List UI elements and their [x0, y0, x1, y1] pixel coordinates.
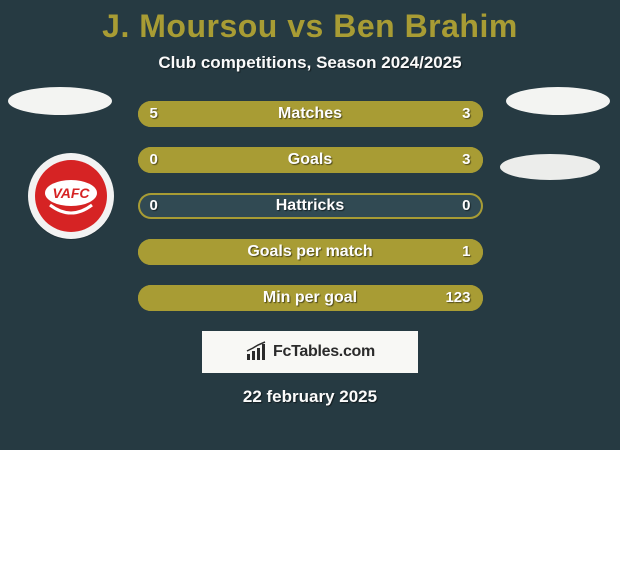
stat-row: Goals03 — [138, 147, 483, 173]
club-right-placeholder — [500, 154, 600, 180]
player-right-placeholder — [506, 87, 610, 115]
comparison-card: J. Moursou vs Ben Brahim Club competitio… — [0, 0, 620, 450]
stat-fill-right — [138, 285, 483, 311]
player-left-placeholder — [8, 87, 112, 115]
stat-fill-left — [138, 101, 352, 127]
stat-row: Min per goal123 — [138, 285, 483, 311]
mid-section: VAFC Matches53 Goals03 Hattricks0 0 Goals pe… — [0, 101, 620, 311]
stat-value-left: 0 — [150, 193, 158, 219]
club-left-label: VAFC — [52, 185, 90, 201]
stat-fill-right — [138, 239, 483, 265]
brand-box: FcTables.com — [202, 331, 418, 373]
club-left-badge: VAFC — [28, 153, 114, 239]
chart-icon — [245, 341, 267, 363]
subtitle: Club competitions, Season 2024/2025 — [0, 53, 620, 73]
stat-row: Hattricks0 0 — [138, 193, 483, 219]
stat-label: Hattricks — [138, 193, 483, 219]
date-line: 22 february 2025 — [0, 387, 620, 407]
vafc-logo-icon: VAFC — [34, 159, 108, 233]
page-title: J. Moursou vs Ben Brahim — [0, 0, 620, 45]
stat-row: Matches53 — [138, 101, 483, 127]
brand-text: FcTables.com — [273, 343, 375, 361]
stat-row: Goals per match1 — [138, 239, 483, 265]
stat-fill-right — [351, 101, 482, 127]
stat-value-right: 0 — [462, 193, 470, 219]
stat-rows: Matches53 Goals03 Hattricks0 0 Goals per mat… — [138, 101, 483, 311]
stat-fill-right — [138, 147, 483, 173]
